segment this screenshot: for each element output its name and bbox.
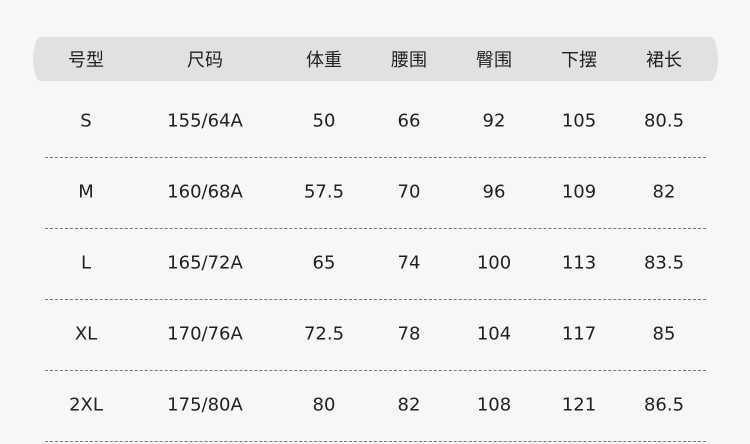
table-cell: 117 [561, 323, 597, 345]
row-divider [45, 441, 706, 442]
table-header [33, 37, 718, 81]
row-divider [45, 370, 706, 371]
table-cell: 105 [561, 110, 597, 132]
header-cell: 下摆 [561, 50, 597, 71]
table-cell: 72.5 [303, 323, 345, 345]
table-cell: 80.5 [643, 110, 685, 132]
table-cell: 74 [397, 252, 421, 274]
table-cell: S [80, 110, 92, 132]
table-cell: 50 [312, 110, 336, 132]
table-cell: 121 [561, 394, 597, 416]
row-divider [45, 157, 706, 158]
table-cell: 86.5 [643, 394, 685, 416]
table-cell: 66 [397, 110, 421, 132]
table-cell: 109 [561, 181, 597, 203]
table-cell: 57.5 [303, 181, 345, 203]
row-divider [45, 299, 706, 300]
table-cell: 108 [476, 394, 512, 416]
table-cell: M [78, 181, 94, 203]
table-cell: 83.5 [643, 252, 685, 274]
table-cell: 113 [561, 252, 597, 274]
table-cell: 85 [652, 323, 676, 345]
table-cell: 170/76A [167, 323, 243, 345]
table-cell: XL [74, 323, 98, 345]
table-cell: 78 [397, 323, 421, 345]
table-cell: 165/72A [167, 252, 243, 274]
header-cell: 体重 [306, 50, 342, 71]
table-cell: 175/80A [167, 394, 243, 416]
table-cell: 155/64A [167, 110, 243, 132]
table-cell: 100 [476, 252, 512, 274]
table-cell: L [80, 252, 92, 274]
table-cell: 82 [652, 181, 676, 203]
table-cell: 104 [476, 323, 512, 345]
table-cell: 96 [482, 181, 506, 203]
header-cell: 号型 [68, 50, 104, 71]
table-cell: 70 [397, 181, 421, 203]
header-cell: 尺码 [187, 50, 223, 71]
table-cell: 82 [397, 394, 421, 416]
table-cell: 2XL [69, 394, 103, 416]
header-cell: 臀围 [476, 50, 512, 71]
table-cell: 80 [312, 394, 336, 416]
table-cell: 160/68A [167, 181, 243, 203]
header-cell: 裙长 [646, 50, 682, 71]
table-cell: 65 [312, 252, 336, 274]
row-divider [45, 228, 706, 229]
header-cell: 腰围 [391, 50, 427, 71]
table-cell: 92 [482, 110, 506, 132]
